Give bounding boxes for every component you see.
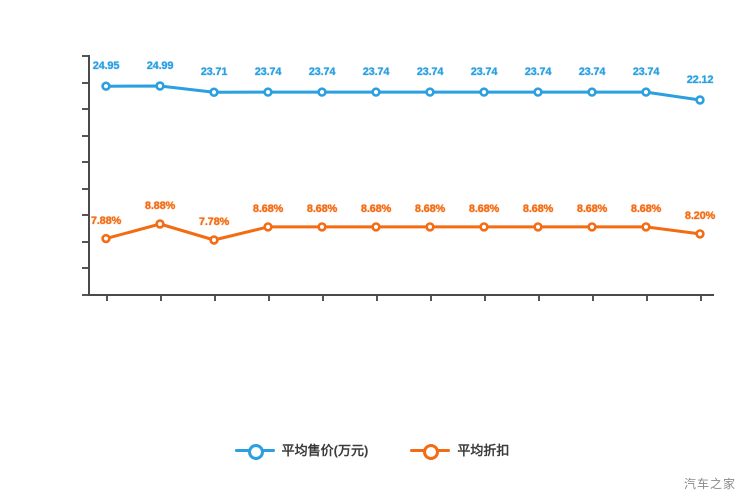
data-point-label: 23.74 [416,66,444,79]
legend-item-average-discount[interactable]: 平均折扣 [410,440,510,460]
x-axis-tick [538,296,540,301]
watermark: 汽车之家 [683,477,736,491]
data-point-marker[interactable] [155,81,165,91]
data-point-marker[interactable] [209,235,219,245]
chart-legend: 平均售价(万元) 平均折扣 [0,440,744,460]
data-point-marker[interactable] [479,87,489,97]
data-point-marker[interactable] [425,87,435,97]
data-point-label: 23.74 [362,66,390,79]
data-point-label: 23.71 [200,66,228,79]
data-point-marker[interactable] [155,219,165,229]
data-point-label: 8.88% [144,200,176,212]
data-point-label: 8.68% [468,202,500,215]
data-point-label: 8.68% [306,202,338,215]
data-point-marker[interactable] [479,222,489,232]
data-point-marker[interactable] [263,87,273,97]
data-point-label: 8.68% [522,202,554,215]
x-axis-tick [646,296,648,301]
data-point-label: 23.74 [524,66,552,79]
y-axis-tick [82,267,88,270]
legend-label: 平均折扣 [457,443,510,458]
data-point-label: 23.74 [578,66,606,79]
data-point-label: 23.74 [254,66,282,79]
y-axis-tick [82,81,88,84]
data-point-marker[interactable] [371,87,381,97]
series-polyline [104,222,702,242]
data-point-marker[interactable] [101,81,111,91]
x-axis-tick [592,296,594,301]
data-point-label: 8.68% [360,202,392,215]
x-axis-tick [214,296,216,301]
data-point-marker[interactable] [101,233,111,244]
data-point-marker[interactable] [641,222,651,232]
data-point-marker[interactable] [425,222,435,232]
y-axis-tick [82,187,88,190]
data-point-marker[interactable] [371,222,381,232]
x-axis-tick [160,296,162,301]
y-axis [88,55,90,295]
y-axis-tick [82,108,88,111]
y-axis-tick [82,161,88,164]
series-polyline [104,84,702,102]
y-axis-tick [82,294,88,296]
data-point-label: 24.95 [92,60,120,73]
y-axis-tick [82,240,88,243]
legend-marker-icon [234,443,275,460]
data-point-label: 8.20% [684,209,716,222]
data-point-label: 22.12 [686,74,714,86]
data-point-marker[interactable] [533,222,543,232]
data-point-label: 8.68% [252,202,284,215]
data-point-label: 8.68% [576,202,608,215]
x-axis-tick [268,296,270,301]
series-line-average-discount [101,219,705,245]
data-point-marker[interactable] [695,95,705,105]
data-point-label: 7.88% [90,214,122,227]
x-axis-tick [322,296,324,301]
data-point-marker[interactable] [263,222,273,232]
data-point-marker[interactable] [587,222,597,232]
data-point-marker[interactable] [317,87,327,97]
data-point-label: 24.99 [146,60,174,72]
y-axis-tick [82,134,88,137]
y-axis-tick [82,214,88,217]
data-point-label: 8.68% [630,202,662,215]
data-point-marker[interactable] [587,87,597,97]
data-point-label: 7.78% [198,216,230,228]
x-axis-tick [106,296,108,301]
x-axis-tick [700,296,702,301]
x-axis-tick [484,296,486,301]
data-point-label: 23.74 [470,66,498,79]
series-line-average-price [101,81,705,105]
data-point-marker[interactable] [641,87,651,97]
data-point-marker[interactable] [695,229,705,239]
data-point-label: 23.74 [308,66,336,79]
data-point-label: 8.68% [414,202,446,215]
data-point-marker[interactable] [317,222,327,232]
data-point-label: 23.74 [632,66,660,79]
data-point-marker[interactable] [533,87,543,97]
legend-item-average-price[interactable]: 平均售价(万元) [234,440,369,460]
x-axis-tick [430,296,432,301]
y-axis-tick [82,55,88,57]
legend-label: 平均售价(万元) [281,443,369,458]
legend-marker-icon [410,443,451,460]
data-point-marker[interactable] [209,87,219,97]
x-axis-tick [376,296,378,301]
x-axis [88,294,714,296]
